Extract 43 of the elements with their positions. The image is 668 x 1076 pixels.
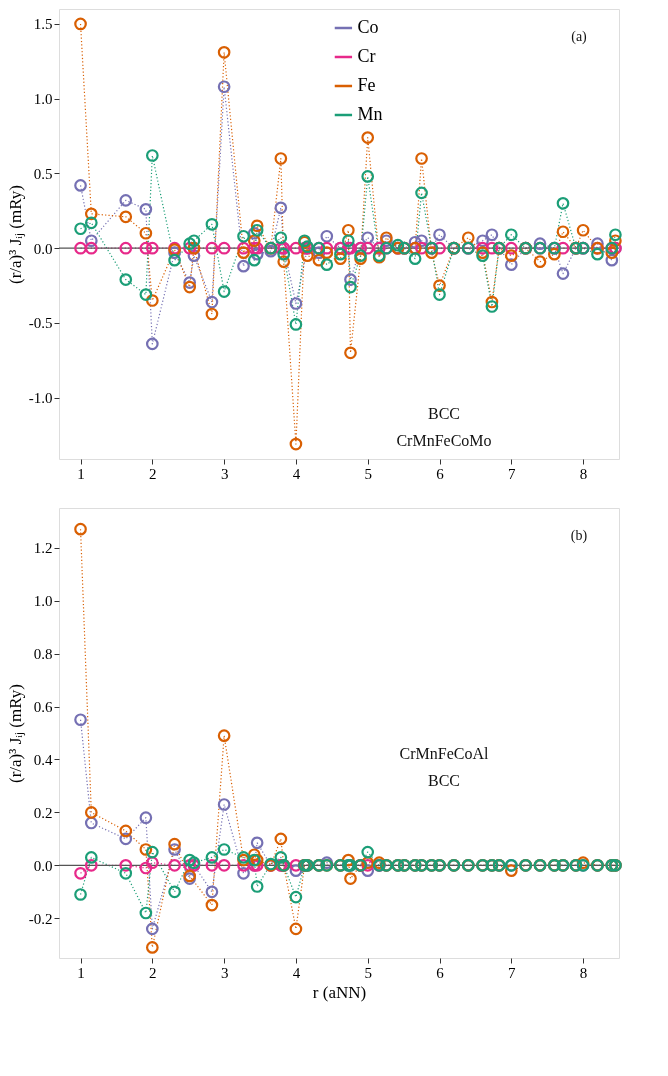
annotation: (b) [570,528,588,544]
x-tick-label: 4 [292,964,301,981]
x-tick-label: 1 [77,964,85,981]
legend-label: Fe [357,75,376,95]
x-tick-label: 6 [436,964,445,981]
x-axis-title: r (aNN) [312,982,367,1002]
y-tick-label: -0.2 [28,910,53,927]
x-tick-label: 3 [220,964,229,981]
y-tick-label: 1.0 [33,593,53,610]
annotation: BCC [427,772,461,789]
y-tick-label: 1.0 [33,91,53,108]
y-axis-title: (r/a)³ Jᵢⱼ (mRy) [5,185,26,284]
x-tick-label: 6 [436,465,445,482]
y-tick-label: 0.4 [33,751,53,768]
y-tick-label: 0.5 [33,165,53,182]
y-tick-label: 0.0 [33,240,53,257]
x-tick-label: 5 [364,465,372,482]
legend-label: Mn [357,104,383,124]
annotation: CrMnFeCoAl [399,745,489,762]
x-tick-label: 5 [364,964,372,981]
x-tick-label: 3 [220,465,229,482]
y-tick-label: -1.0 [28,390,53,407]
legend-label: Co [357,17,379,37]
y-tick-label: 1.5 [33,16,53,33]
y-axis-title: (r/a)³ Jᵢⱼ (mRy) [5,684,26,783]
y-tick-label: 1.2 [33,540,53,557]
legend-label: Cr [357,46,376,66]
annotation: BCC [427,405,461,422]
y-tick-label: 0.6 [33,699,53,716]
y-tick-label: -0.5 [28,315,53,332]
annotation: CrMnFeCoMo [396,432,492,449]
y-tick-label: 0.8 [33,646,53,663]
x-tick-label: 1 [77,465,85,482]
x-tick-label: 7 [508,465,517,482]
y-tick-label: 0.0 [33,857,53,874]
y-tick-label: 0.2 [33,804,53,821]
x-tick-label: 4 [292,465,301,482]
x-tick-label: 8 [579,964,588,981]
annotation: (a) [571,29,588,45]
x-tick-label: 2 [149,964,157,981]
x-tick-label: 7 [508,964,517,981]
x-tick-label: 8 [579,465,588,482]
x-tick-label: 2 [149,465,157,482]
